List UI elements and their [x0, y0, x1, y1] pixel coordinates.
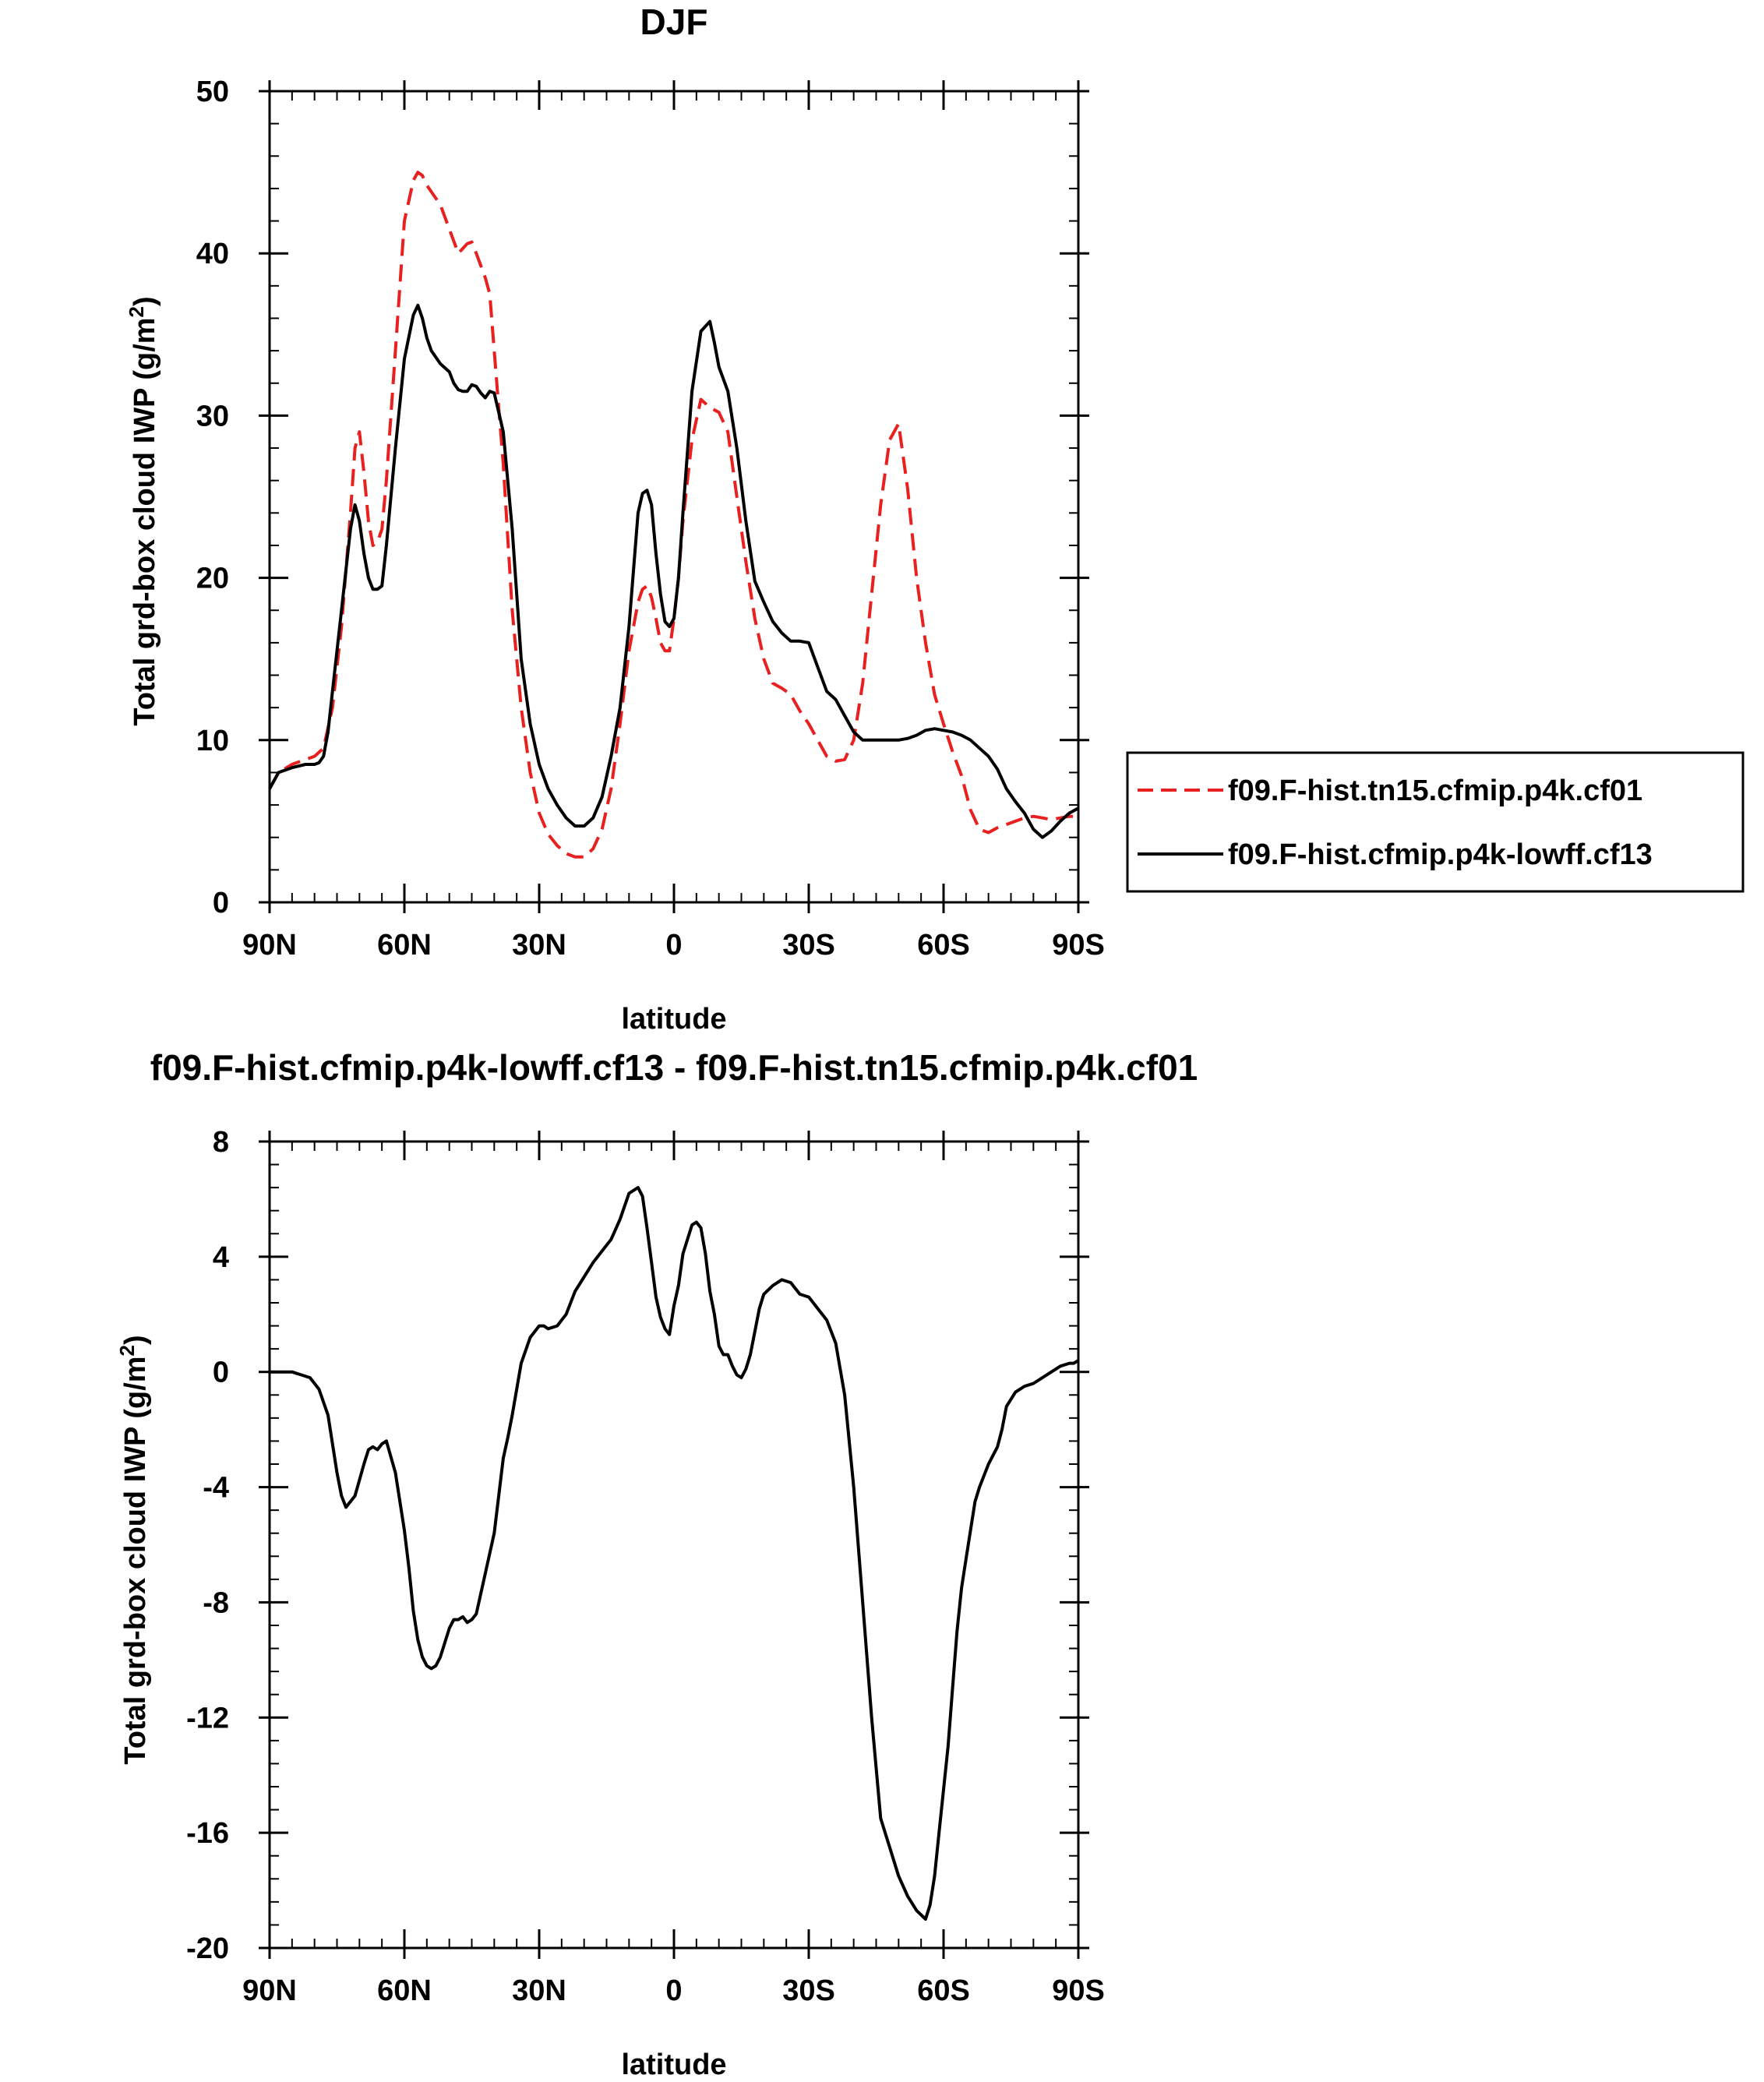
- chart-title: f09.F-hist.cfmip.p4k-lowff.cf13 - f09.F-…: [150, 1047, 1198, 1088]
- y-tick-label: 0: [213, 1357, 229, 1389]
- x-tick-label: 90N: [242, 929, 297, 962]
- series-layer: [268, 171, 1079, 859]
- y-tick-label: -12: [186, 1702, 229, 1734]
- y-tick-label: 40: [196, 238, 229, 270]
- x-tick-label: 30N: [512, 929, 566, 962]
- y-axis-label: Total grd-box cloud IWP (g/m2): [115, 1335, 152, 1764]
- y-tick-label: -4: [203, 1472, 229, 1505]
- x-tick-label: 60S: [917, 1974, 970, 2007]
- chart-title: DJF: [640, 2, 708, 42]
- y-tick-label: 10: [196, 725, 229, 757]
- x-tick-label: 0: [665, 929, 682, 962]
- y-tick-label: 4: [213, 1241, 229, 1274]
- x-tick-label: 60S: [917, 929, 970, 962]
- x-axis-label: latitude: [621, 1003, 726, 1036]
- series-line-0: [270, 1186, 1080, 1921]
- x-tick-label: 30S: [782, 1974, 835, 2007]
- y-tick-label: 8: [213, 1126, 229, 1159]
- series-line-1: [268, 303, 1079, 839]
- x-tick-label: 90N: [242, 1974, 297, 2007]
- y-tick-label: -8: [203, 1586, 229, 1619]
- legend: f09.F-hist.tn15.cfmip.p4k.cf01 f09.F-his…: [1126, 751, 1745, 893]
- y-tick-label: 20: [196, 563, 229, 595]
- x-tick-label: 30S: [782, 929, 835, 962]
- x-tick-label: 0: [665, 1974, 682, 2007]
- y-tick-label: -20: [186, 1932, 229, 1965]
- x-tick-label: 90S: [1052, 929, 1105, 962]
- bottom-panel: f09.F-hist.cfmip.p4k-lowff.cf13 - f09.F-…: [115, 1047, 1198, 2081]
- legend-label-cf13: f09.F-hist.cfmip.p4k-lowff.cf13: [1228, 838, 1653, 871]
- x-axis-label: latitude: [621, 2048, 726, 2081]
- top-panel: DJF 90N 60N 30N 0 30S 60S 90S 0 10 20 30 40 50 latit…: [125, 2, 1745, 1036]
- axes-layer: 90N 60N 30N 0 30S 60S 90S -20 -16 -12 -8 -4 0 4 8: [186, 1126, 1105, 2007]
- y-tick-label: 50: [196, 76, 229, 108]
- y-axis-label: Total grd-box cloud IWP (g/m2): [125, 296, 161, 725]
- x-tick-label: 60N: [377, 1974, 432, 2007]
- y-tick-label: 0: [213, 887, 229, 919]
- series-line-0: [268, 171, 1078, 859]
- series-layer: [270, 1186, 1080, 1921]
- axes-layer: 90N 60N 30N 0 30S 60S 90S 0 10 20 30 40 50: [196, 76, 1105, 962]
- legend-label-cf01: f09.F-hist.tn15.cfmip.p4k.cf01: [1228, 775, 1642, 807]
- legend-box: [1126, 751, 1745, 893]
- plot-frame: [268, 1140, 1080, 1950]
- x-tick-label: 90S: [1052, 1974, 1105, 2007]
- y-tick-label: -16: [186, 1817, 229, 1850]
- x-tick-label: 60N: [377, 929, 432, 962]
- x-tick-label: 30N: [512, 1974, 566, 2007]
- y-tick-label: 30: [196, 400, 229, 432]
